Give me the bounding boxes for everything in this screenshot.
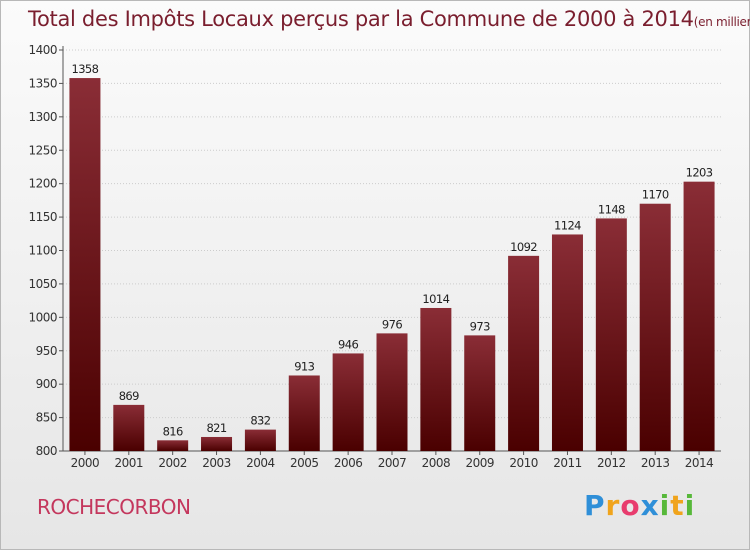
commune-name: ROCHECORBON	[37, 495, 191, 519]
y-tick-label: 1350	[28, 76, 57, 90]
data-label-2003: 821	[206, 421, 226, 435]
data-label-2004: 832	[250, 414, 270, 428]
logo-letter: i	[659, 489, 671, 522]
bar-2012	[595, 218, 627, 451]
bar-2007	[376, 333, 408, 451]
data-label-2007: 976	[382, 317, 402, 331]
bar-2002	[157, 440, 189, 451]
data-labels: 1358 869 816 821 832 913 946 976 1014 973 1092 1124…	[71, 62, 713, 438]
y-tick-label: 1200	[28, 177, 57, 191]
x-tick-label-2005: 2005	[290, 456, 319, 470]
x-tick-label-2010: 2010	[509, 456, 538, 470]
chart-title-text: Total des Impôts Locaux perçus par la Co…	[28, 7, 694, 31]
bar-2010	[508, 255, 540, 451]
y-tick-label: 1150	[28, 210, 57, 224]
logo-letter: o	[620, 489, 641, 522]
bar-2006	[332, 353, 364, 451]
data-label-2012: 1148	[598, 202, 625, 216]
x-tick-label-2012: 2012	[597, 456, 626, 470]
data-label-2006: 946	[338, 337, 358, 351]
logo-letter: r	[605, 489, 621, 522]
x-tick-label-2013: 2013	[641, 456, 670, 470]
bar-2001	[113, 404, 145, 451]
bar-2009	[464, 335, 496, 451]
y-tick-label: 1250	[28, 143, 57, 157]
data-label-2001: 869	[119, 389, 139, 403]
logo-letter: x	[640, 489, 660, 522]
bar-2011	[551, 234, 583, 451]
bar-2003	[201, 436, 233, 451]
bar-2013	[639, 203, 671, 451]
x-tick-label-2007: 2007	[378, 456, 407, 470]
y-tick-label: 1300	[28, 110, 57, 124]
x-tick-label-2006: 2006	[334, 456, 363, 470]
x-tick-label-2003: 2003	[202, 456, 231, 470]
logo-letter: t	[670, 489, 685, 522]
y-tick-label: 800	[36, 444, 57, 458]
data-label-2013: 1170	[642, 188, 669, 202]
y-tick-label: 1100	[28, 244, 57, 258]
logo-letter: P	[584, 489, 606, 522]
y-tick-label: 950	[36, 344, 57, 358]
data-label-2011: 1124	[554, 218, 581, 232]
proxiti-logo[interactable]: Proxiti	[584, 489, 695, 522]
x-tick-label-2004: 2004	[246, 456, 275, 470]
data-label-2008: 1014	[422, 292, 449, 306]
chart-title: Total des Impôts Locaux perçus par la Co…	[28, 7, 750, 31]
logo-letter: i	[684, 489, 696, 522]
bar-2004	[244, 429, 276, 451]
y-tick-label: 1050	[28, 277, 57, 291]
bar-2000	[69, 78, 101, 451]
y-tick-label: 900	[36, 377, 57, 391]
y-tick-label: 1000	[28, 310, 57, 324]
x-tick-label-2002: 2002	[158, 456, 187, 470]
bar-2014	[683, 181, 715, 451]
x-tick-label-2001: 2001	[115, 456, 144, 470]
data-label-2009: 973	[470, 319, 490, 333]
bar-2005	[288, 375, 320, 451]
x-tick-label-2011: 2011	[553, 456, 582, 470]
bar-2008	[420, 307, 452, 451]
data-label-2014: 1203	[686, 166, 713, 180]
x-tick-label-2008: 2008	[422, 456, 451, 470]
data-label-2010: 1092	[510, 240, 537, 254]
x-tick-label-2000: 2000	[71, 456, 100, 470]
y-tick-label: 1400	[28, 43, 57, 57]
data-label-2000: 1358	[71, 62, 98, 76]
x-tick-label-2009: 2009	[465, 456, 494, 470]
chart-subtitle: (en milliers d'€)	[693, 15, 750, 29]
x-tick-label-2014: 2014	[685, 456, 714, 470]
bars	[69, 78, 715, 451]
data-label-2005: 913	[294, 359, 314, 373]
data-label-2002: 816	[163, 424, 183, 438]
y-tick-label: 850	[36, 411, 57, 425]
